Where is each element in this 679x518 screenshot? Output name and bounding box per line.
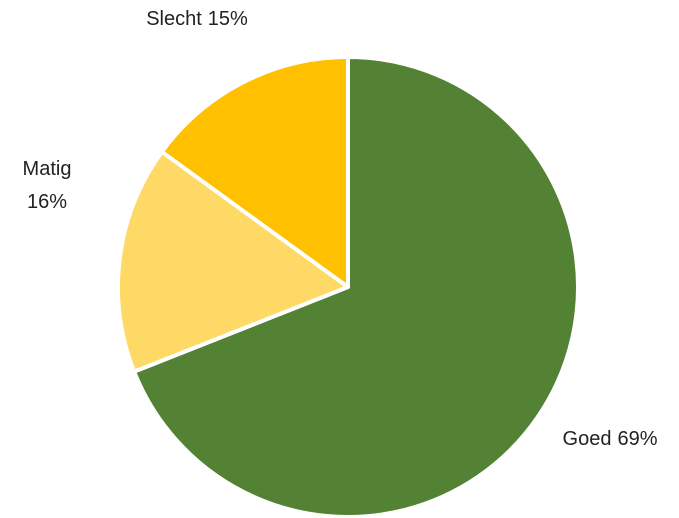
data-label: Slecht 15% — [146, 8, 248, 30]
pie-slice — [132, 55, 580, 518]
pie-slice — [159, 55, 350, 289]
category-label: Matig — [23, 158, 72, 180]
value-label: 16% — [27, 191, 67, 213]
value-label: 15% — [208, 8, 248, 30]
category-label: Slecht — [146, 8, 202, 30]
value-label: 69% — [617, 428, 657, 450]
category-label: Goed — [563, 428, 612, 450]
data-label: Matig 16% — [23, 158, 72, 213]
data-label: Goed 69% — [563, 428, 658, 450]
pie-slice — [116, 149, 350, 374]
